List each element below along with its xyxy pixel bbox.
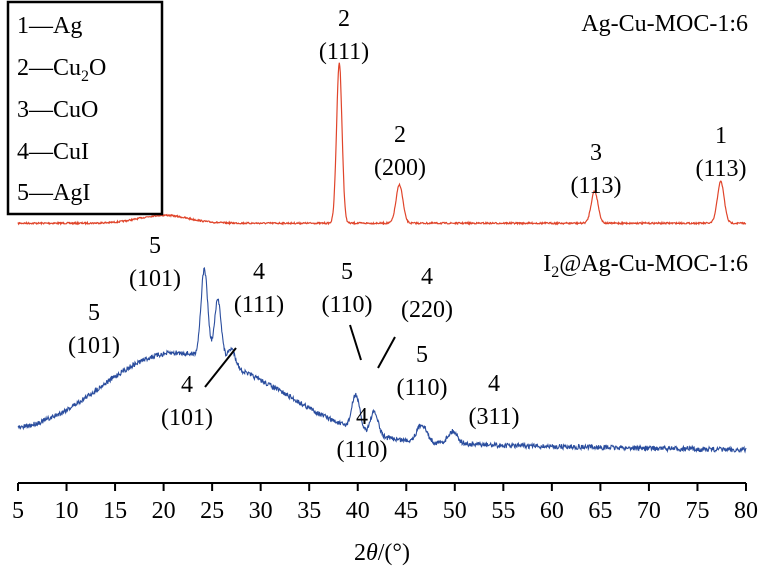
- x-tick-label-35: 35: [297, 498, 321, 524]
- peak-phase-label: 4: [181, 372, 193, 398]
- x-tick-label-15: 15: [103, 498, 127, 524]
- peak-phase-label: 5: [88, 300, 100, 326]
- x-tick-label-25: 25: [200, 498, 224, 524]
- peak-hkl-label: (111): [234, 292, 284, 318]
- peak-phase-label: 5: [416, 342, 428, 368]
- x-tick-label-60: 60: [540, 498, 564, 524]
- peak-phase-label: 4: [488, 371, 500, 397]
- peak-hkl-label: (101): [129, 266, 181, 292]
- x-tick-label-30: 30: [249, 498, 273, 524]
- peak-phase-label: 5: [341, 259, 353, 285]
- series-title-ag-cu-moc: Ag-Cu-MOC-1:6: [581, 11, 748, 37]
- x-tick-label-50: 50: [443, 498, 467, 524]
- peak-phase-label: 4: [253, 259, 265, 285]
- legend-entry-3: 3—CuO: [17, 97, 98, 123]
- x-tick-label-45: 45: [394, 498, 418, 524]
- legend-entry-5: 5—AgI: [17, 180, 90, 206]
- peak-phase-label: 3: [590, 140, 602, 166]
- peak-hkl-label: (311): [468, 404, 519, 430]
- series-line-i2-ag-cu-moc: [17, 266, 747, 454]
- peak-phase-label: 2: [394, 122, 406, 148]
- legend-box: [6, 0, 164, 216]
- x-tick-label-75: 75: [685, 498, 709, 524]
- peak-phase-label: 4: [421, 264, 433, 290]
- x-tick-label-40: 40: [346, 498, 370, 524]
- x-axis-ticks: 5 10 15 20 25 30 35 40 45 50 55 60 65 70 75 80: [12, 483, 758, 524]
- x-axis-label: 2θ/(°): [354, 540, 410, 566]
- peak-hkl-label: (110): [336, 437, 387, 463]
- x-tick-label-70: 70: [637, 498, 661, 524]
- annotations-layer: 2 (111) 2 (200) 3 (113) 1 (113) 5 (101) 5 (101) 4 (11…: [68, 6, 747, 463]
- peak-hkl-label: (111): [319, 39, 369, 65]
- peak-phase-label: 4: [356, 404, 368, 430]
- x-tick-label-10: 10: [55, 498, 79, 524]
- annotation-leader-line: [377, 336, 396, 369]
- peak-hkl-label: (101): [161, 405, 213, 431]
- legend-entry-4: 4—CuI: [17, 139, 89, 165]
- annotation-leader-line: [349, 324, 362, 361]
- peak-hkl-label: (101): [68, 333, 120, 359]
- peak-hkl-label: (110): [396, 375, 447, 401]
- series-title-i2-ag-cu-moc: I2@Ag-Cu-MOC-1:6: [543, 251, 748, 281]
- annotation-leader-line: [204, 347, 237, 388]
- x-tick-label-80: 80: [734, 498, 758, 524]
- peak-hkl-label: (220): [401, 297, 453, 323]
- x-tick-label-20: 20: [152, 498, 176, 524]
- peak-hkl-label: (113): [570, 173, 621, 199]
- peak-phase-label: 2: [338, 6, 350, 32]
- peak-hkl-label: (200): [374, 155, 426, 181]
- x-tick-label-5: 5: [12, 498, 24, 524]
- curves-layer: [17, 62, 747, 454]
- x-tick-label-65: 65: [588, 498, 612, 524]
- legend-entry-2: 2—Cu2O: [17, 55, 106, 85]
- peak-hkl-label: (113): [695, 156, 746, 182]
- peak-phase-label: 1: [715, 123, 727, 149]
- x-tick-label-55: 55: [491, 498, 515, 524]
- legend-entry-1: 1—Ag: [17, 13, 82, 39]
- series-line-ag-cu-moc: [17, 62, 747, 226]
- legend: 1—Ag 2—Cu2O 3—CuO 4—CuI 5—AgI: [6, 0, 164, 216]
- peak-hkl-label: (110): [321, 292, 372, 318]
- peak-phase-label: 5: [149, 233, 161, 259]
